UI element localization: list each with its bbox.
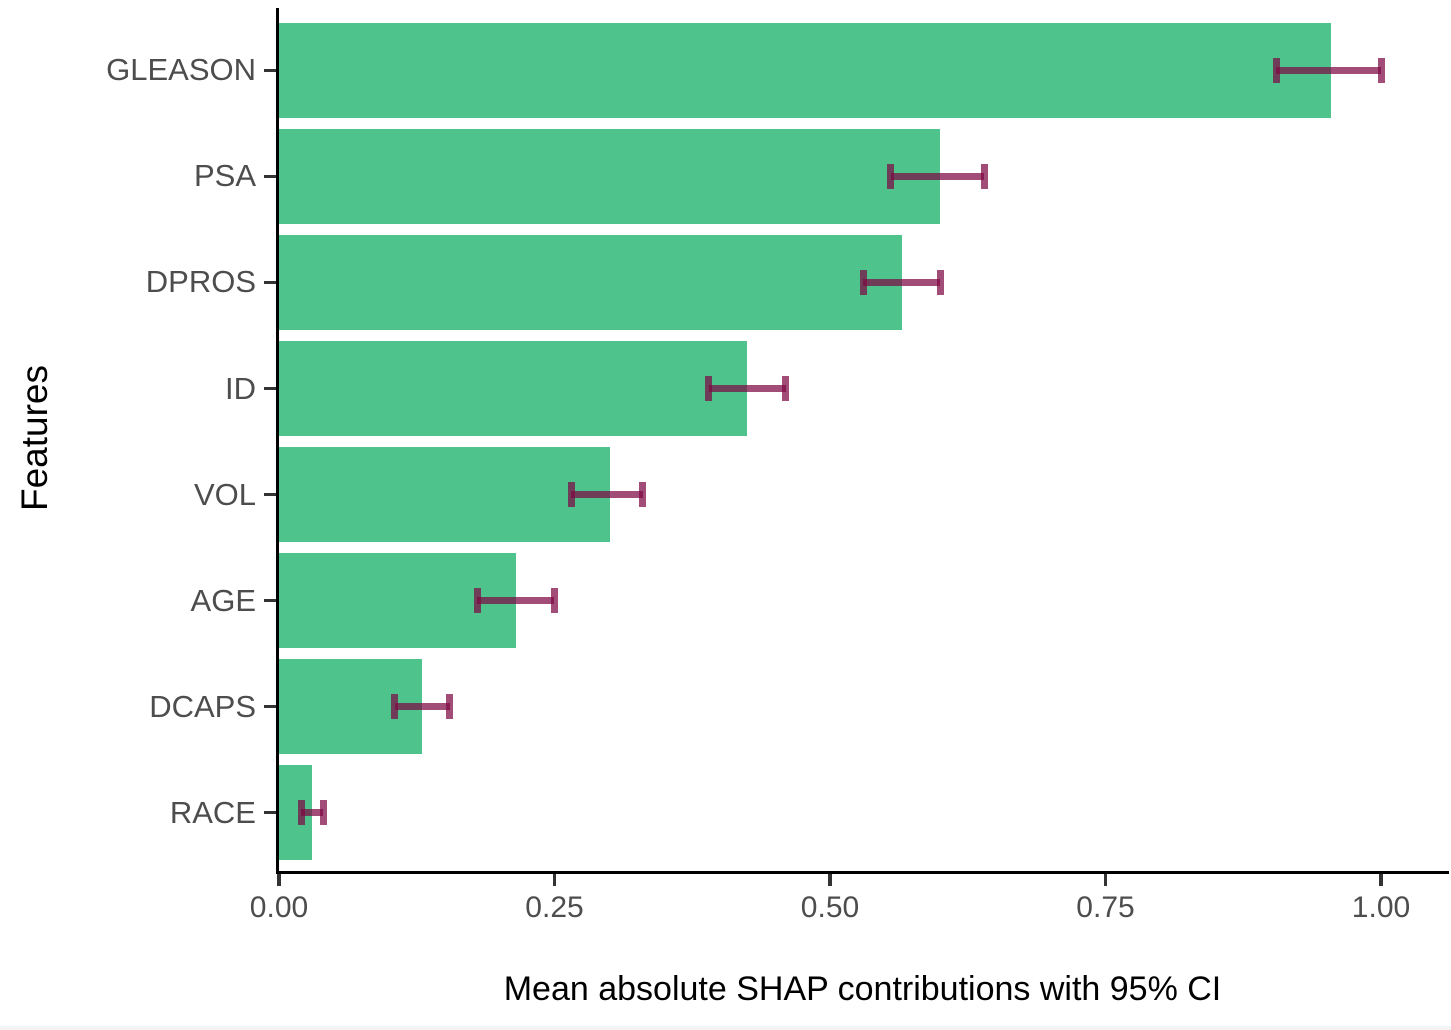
errorbar-cap-left-dcaps — [391, 694, 399, 720]
x-tick-label-4: 1.00 — [1351, 891, 1411, 924]
errorbar-cap-left-vol — [567, 482, 575, 508]
y-tick-mark-dcaps — [264, 705, 277, 709]
bar-vol — [279, 447, 610, 543]
window-bottom-edge — [0, 1026, 1451, 1030]
x-tick-label-1: 0.25 — [525, 891, 584, 924]
bar-dpros — [279, 234, 902, 330]
errorbar-cap-right-psa — [980, 163, 988, 189]
errorbar-line-race — [301, 809, 324, 817]
errorbar-line-gleason — [1276, 66, 1381, 74]
y-tick-mark-vol — [264, 493, 277, 497]
bar-gleason — [279, 22, 1332, 118]
x-tick-mark-2 — [828, 874, 832, 886]
errorbar-line-age — [477, 597, 555, 605]
y-tick-label-age: AGE — [190, 582, 256, 618]
errorbar-cap-right-id — [782, 376, 790, 401]
x-tick-mark-4 — [1379, 874, 1383, 886]
y-tick-mark-psa — [264, 174, 277, 178]
x-tick-label-2: 0.50 — [800, 891, 860, 924]
y-tick-mark-age — [264, 599, 277, 603]
errorbar-line-dcaps — [394, 703, 450, 711]
y-tick-label-dcaps: DCAPS — [149, 688, 256, 724]
errorbar-line-dpros — [863, 278, 941, 286]
y-tick-mark-dpros — [264, 280, 277, 284]
y-tick-mark-gleason — [264, 68, 277, 72]
errorbar-cap-left-race — [297, 800, 305, 826]
x-tick-label-0: 0.00 — [249, 891, 309, 924]
errorbar-cap-right-gleason — [1377, 57, 1385, 83]
x-tick-mark-0 — [277, 874, 281, 886]
errorbar-cap-right-vol — [639, 482, 647, 508]
errorbar-cap-right-race — [319, 800, 327, 826]
errorbar-cap-left-id — [705, 376, 713, 401]
x-axis-line — [276, 871, 1449, 874]
y-tick-label-id: ID — [225, 370, 256, 406]
errorbar-cap-left-dpros — [859, 269, 867, 295]
x-tick-label-3: 0.75 — [1076, 891, 1135, 924]
x-axis-title: Mean absolute SHAP contributions with 95… — [503, 970, 1222, 1008]
x-tick-mark-3 — [1103, 874, 1108, 886]
x-tick-mark-1 — [552, 874, 557, 886]
y-tick-label-gleason: GLEASON — [106, 52, 256, 88]
errorbar-cap-right-age — [551, 588, 558, 614]
errorbar-cap-left-psa — [887, 163, 895, 189]
errorbar-cap-right-dpros — [936, 269, 944, 295]
errorbar-line-id — [708, 385, 786, 392]
y-tick-label-dpros: DPROS — [145, 264, 256, 300]
errorbar-cap-left-gleason — [1272, 57, 1280, 83]
y-tick-mark-race — [264, 811, 277, 815]
y-tick-label-vol: VOL — [193, 476, 256, 512]
y-tick-label-psa: PSA — [193, 158, 256, 194]
y-tick-label-race: RACE — [169, 794, 256, 830]
errorbar-line-vol — [571, 491, 643, 499]
y-axis-line — [276, 8, 279, 874]
bar-id — [279, 341, 748, 436]
y-axis-title: Features — [14, 365, 55, 512]
bar-psa — [279, 128, 941, 224]
errorbar-line-psa — [890, 172, 985, 180]
y-tick-mark-id — [264, 387, 277, 390]
errorbar-cap-right-dcaps — [446, 694, 454, 720]
errorbar-cap-left-age — [473, 588, 481, 614]
